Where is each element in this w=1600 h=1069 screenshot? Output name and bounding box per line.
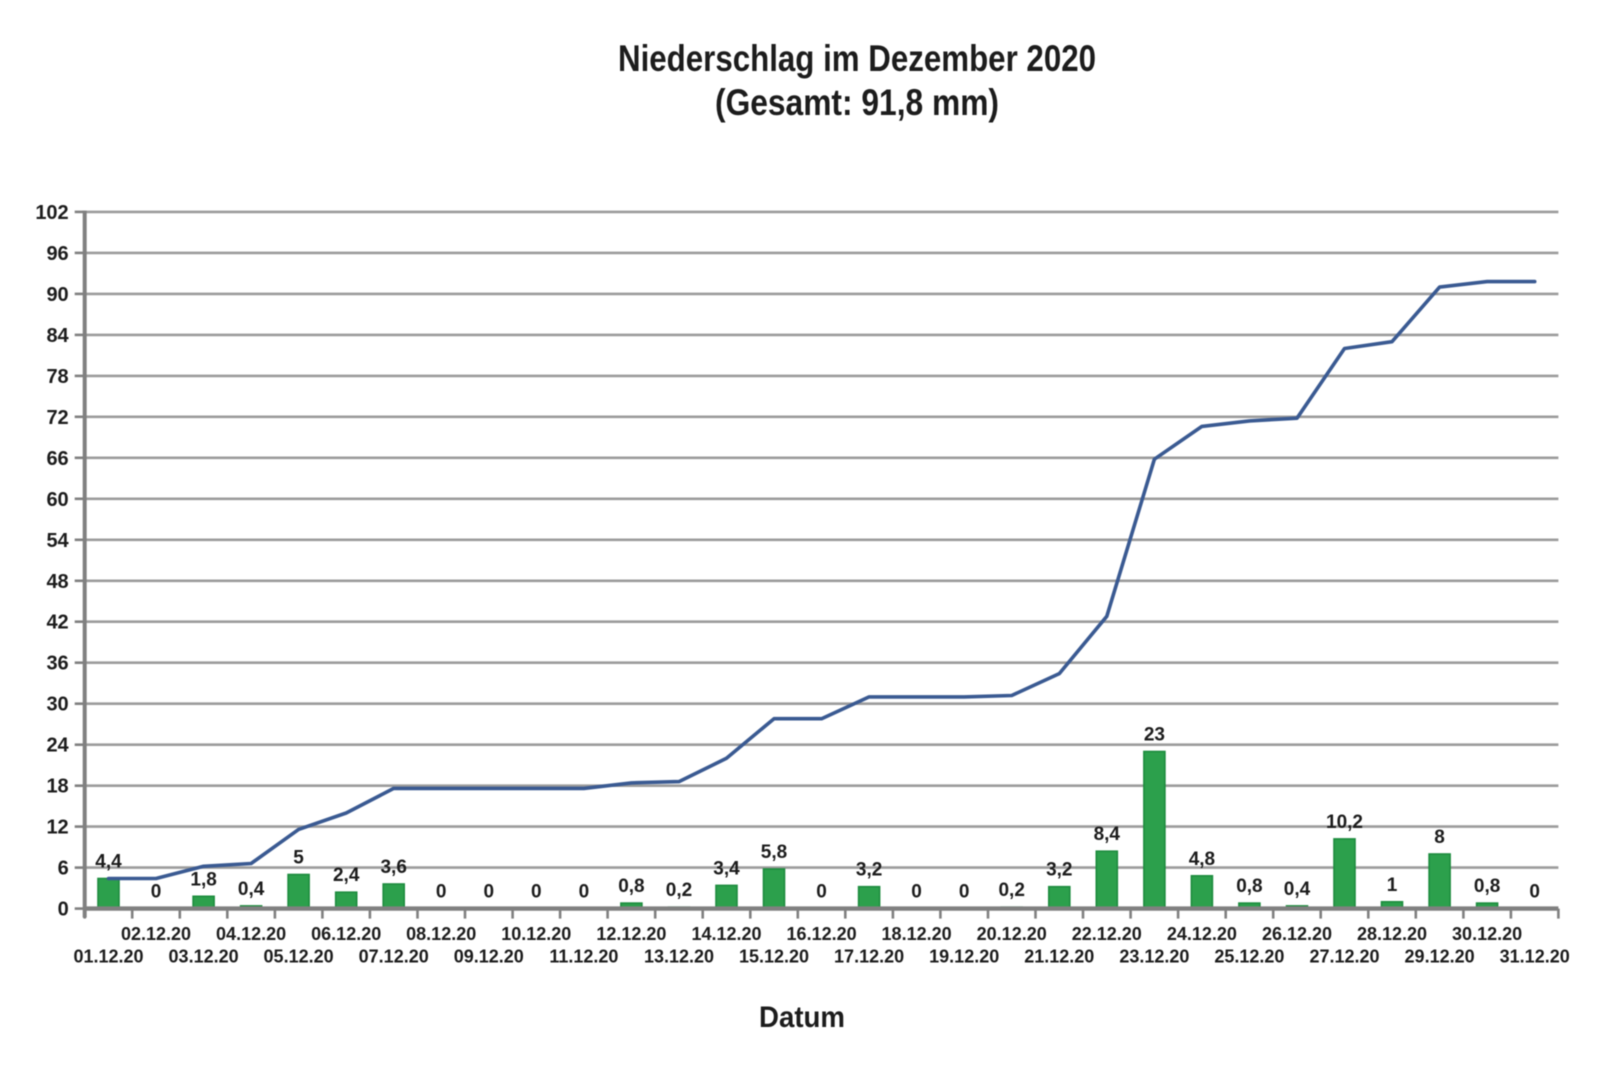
svg-text:5,8: 5,8 — [761, 842, 787, 863]
svg-text:72: 72 — [46, 407, 68, 429]
svg-text:21.12.20: 21.12.20 — [1024, 947, 1094, 967]
svg-text:0: 0 — [436, 882, 447, 903]
svg-text:05.12.20: 05.12.20 — [264, 947, 334, 967]
svg-text:20.12.20: 20.12.20 — [977, 924, 1047, 944]
svg-text:28.12.20: 28.12.20 — [1357, 924, 1427, 944]
svg-text:0,2: 0,2 — [666, 880, 692, 901]
svg-text:15.12.20: 15.12.20 — [739, 947, 809, 967]
svg-text:07.12.20: 07.12.20 — [359, 947, 429, 967]
svg-text:01.12.20: 01.12.20 — [73, 947, 143, 967]
svg-text:0: 0 — [151, 882, 162, 903]
svg-text:16.12.20: 16.12.20 — [787, 924, 857, 944]
svg-text:19.12.20: 19.12.20 — [929, 947, 999, 967]
svg-text:3,4: 3,4 — [713, 858, 740, 879]
svg-text:12: 12 — [46, 817, 68, 839]
svg-text:0: 0 — [816, 882, 827, 903]
svg-text:09.12.20: 09.12.20 — [454, 947, 524, 967]
svg-text:03.12.20: 03.12.20 — [169, 947, 239, 967]
svg-text:29.12.20: 29.12.20 — [1405, 947, 1475, 967]
svg-text:0,4: 0,4 — [238, 879, 265, 900]
svg-text:13.12.20: 13.12.20 — [644, 947, 714, 967]
svg-text:54: 54 — [46, 530, 69, 552]
svg-text:36: 36 — [46, 653, 68, 675]
svg-text:22.12.20: 22.12.20 — [1072, 924, 1142, 944]
svg-text:0: 0 — [58, 899, 69, 921]
svg-text:14.12.20: 14.12.20 — [691, 924, 761, 944]
svg-text:96: 96 — [46, 243, 68, 265]
svg-text:23: 23 — [1144, 725, 1165, 746]
svg-text:24.12.20: 24.12.20 — [1167, 924, 1237, 944]
svg-text:12.12.20: 12.12.20 — [596, 924, 666, 944]
svg-text:0: 0 — [531, 882, 542, 903]
svg-text:0: 0 — [959, 882, 970, 903]
svg-text:8,4: 8,4 — [1094, 824, 1121, 845]
svg-text:3,6: 3,6 — [380, 857, 406, 878]
svg-text:1: 1 — [1387, 875, 1398, 896]
svg-text:02.12.20: 02.12.20 — [121, 924, 191, 944]
svg-text:84: 84 — [46, 325, 69, 347]
svg-text:0,2: 0,2 — [998, 880, 1024, 901]
svg-text:6: 6 — [58, 858, 69, 880]
svg-text:10,2: 10,2 — [1326, 812, 1363, 833]
svg-text:3,2: 3,2 — [1046, 860, 1072, 881]
svg-text:4,8: 4,8 — [1189, 849, 1215, 870]
svg-text:66: 66 — [46, 448, 68, 470]
svg-text:0: 0 — [1529, 882, 1540, 903]
svg-text:18: 18 — [46, 776, 68, 798]
svg-text:0: 0 — [911, 882, 922, 903]
svg-text:06.12.20: 06.12.20 — [311, 924, 381, 944]
svg-text:90: 90 — [46, 284, 68, 306]
svg-text:27.12.20: 27.12.20 — [1309, 947, 1379, 967]
svg-text:3,2: 3,2 — [856, 860, 882, 881]
svg-text:17.12.20: 17.12.20 — [834, 947, 904, 967]
svg-text:(Gesamt: 91,8 mm): (Gesamt: 91,8 mm) — [715, 82, 999, 123]
svg-text:0,8: 0,8 — [618, 876, 644, 897]
svg-text:0,4: 0,4 — [1284, 879, 1311, 900]
svg-text:30: 30 — [46, 694, 68, 716]
svg-text:42: 42 — [46, 612, 68, 634]
svg-text:Datum: Datum — [759, 1001, 845, 1034]
svg-text:24: 24 — [46, 735, 69, 757]
svg-text:48: 48 — [46, 571, 68, 593]
svg-text:5: 5 — [293, 848, 304, 869]
svg-text:102: 102 — [35, 202, 68, 224]
svg-text:31.12.20: 31.12.20 — [1500, 947, 1570, 967]
svg-text:0,8: 0,8 — [1236, 876, 1262, 897]
svg-text:78: 78 — [46, 366, 68, 388]
svg-text:8: 8 — [1434, 827, 1445, 848]
svg-text:1,8: 1,8 — [190, 869, 216, 890]
svg-text:23.12.20: 23.12.20 — [1119, 947, 1189, 967]
svg-text:30.12.20: 30.12.20 — [1452, 924, 1522, 944]
svg-text:10.12.20: 10.12.20 — [501, 924, 571, 944]
svg-text:26.12.20: 26.12.20 — [1262, 924, 1332, 944]
svg-text:08.12.20: 08.12.20 — [406, 924, 476, 944]
svg-text:0: 0 — [484, 882, 495, 903]
svg-text:2,4: 2,4 — [333, 865, 360, 886]
svg-text:0,8: 0,8 — [1474, 876, 1500, 897]
svg-text:18.12.20: 18.12.20 — [882, 924, 952, 944]
svg-text:04.12.20: 04.12.20 — [216, 924, 286, 944]
svg-text:60: 60 — [46, 489, 68, 511]
svg-text:0: 0 — [579, 882, 590, 903]
svg-text:Niederschlag im Dezember 2020: Niederschlag im Dezember 2020 — [618, 38, 1096, 79]
svg-text:4,4: 4,4 — [95, 852, 122, 873]
svg-text:25.12.20: 25.12.20 — [1214, 947, 1284, 967]
svg-text:11.12.20: 11.12.20 — [549, 947, 618, 967]
